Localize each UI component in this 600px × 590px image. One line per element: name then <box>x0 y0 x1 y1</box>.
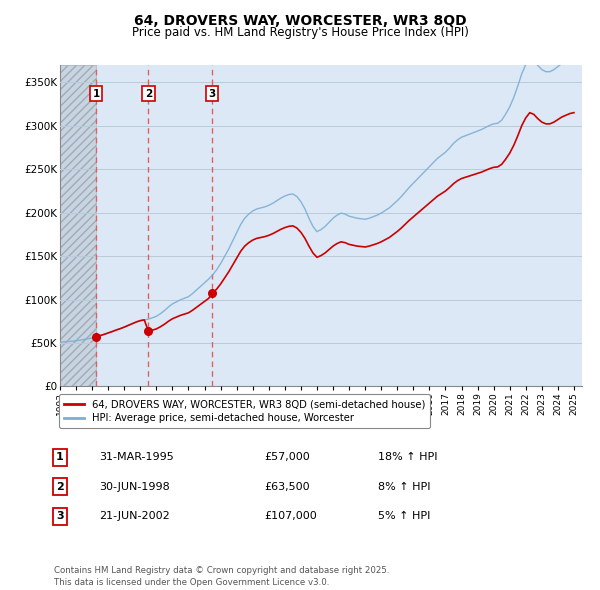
Text: £107,000: £107,000 <box>264 512 317 521</box>
Text: £63,500: £63,500 <box>264 482 310 491</box>
Text: Contains HM Land Registry data © Crown copyright and database right 2025.
This d: Contains HM Land Registry data © Crown c… <box>54 566 389 587</box>
Text: 21-JUN-2002: 21-JUN-2002 <box>99 512 170 521</box>
Text: 1: 1 <box>92 89 100 99</box>
Text: 2: 2 <box>56 482 64 491</box>
Text: 3: 3 <box>208 89 216 99</box>
Text: 64, DROVERS WAY, WORCESTER, WR3 8QD: 64, DROVERS WAY, WORCESTER, WR3 8QD <box>134 14 466 28</box>
Text: 30-JUN-1998: 30-JUN-1998 <box>99 482 170 491</box>
Text: 8% ↑ HPI: 8% ↑ HPI <box>378 482 431 491</box>
Text: £57,000: £57,000 <box>264 453 310 462</box>
Text: 5% ↑ HPI: 5% ↑ HPI <box>378 512 430 521</box>
Text: 1: 1 <box>56 453 64 462</box>
Text: 3: 3 <box>56 512 64 521</box>
Text: Price paid vs. HM Land Registry's House Price Index (HPI): Price paid vs. HM Land Registry's House … <box>131 26 469 39</box>
Text: 18% ↑ HPI: 18% ↑ HPI <box>378 453 437 462</box>
Legend: 64, DROVERS WAY, WORCESTER, WR3 8QD (semi-detached house), HPI: Average price, s: 64, DROVERS WAY, WORCESTER, WR3 8QD (sem… <box>59 394 430 428</box>
Text: 2: 2 <box>145 89 152 99</box>
Text: 31-MAR-1995: 31-MAR-1995 <box>99 453 174 462</box>
